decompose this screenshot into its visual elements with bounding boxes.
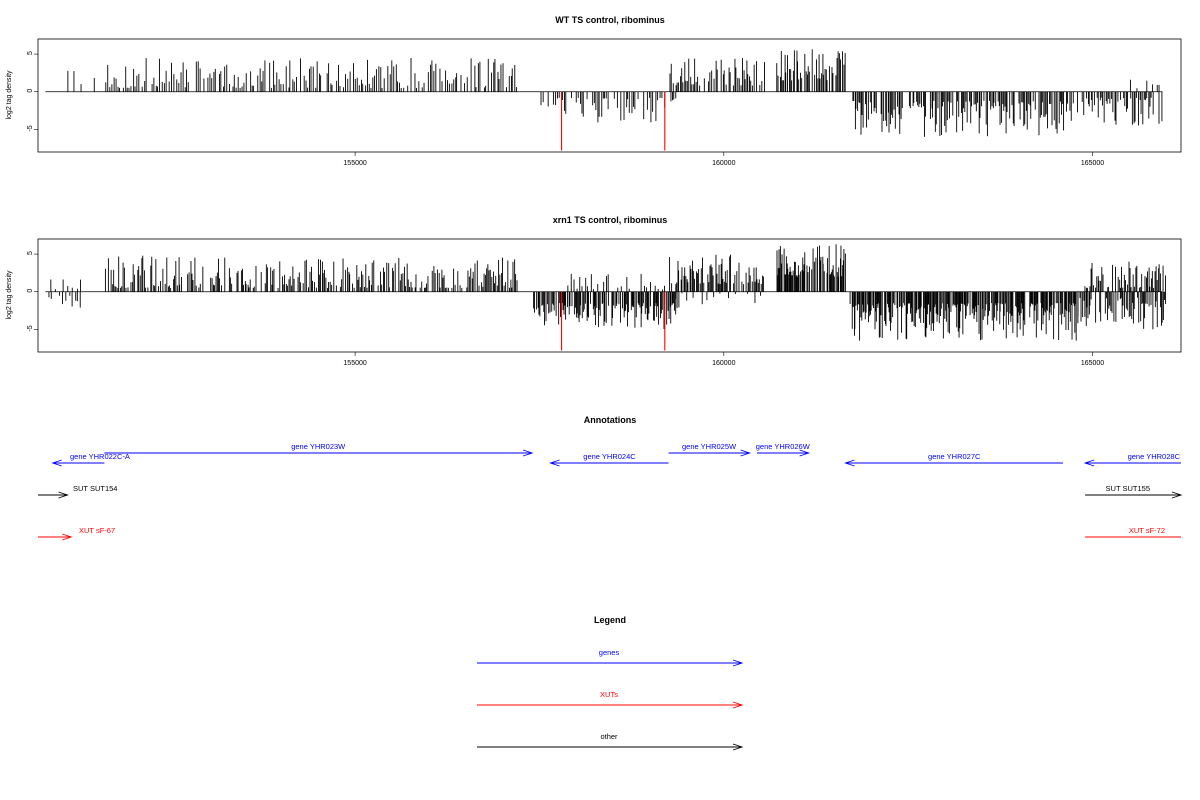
feature-label: SUT SUT154 <box>73 484 117 493</box>
legend-item-xut: XUTs <box>477 690 744 709</box>
x-tick-label: 165000 <box>1081 160 1104 167</box>
y-tick-label: -5 <box>27 325 34 331</box>
arrowhead <box>58 491 69 499</box>
arrowhead <box>51 459 62 467</box>
legend-item-other: other <box>477 732 744 751</box>
x-axis: 155000 160000 165000 <box>343 152 1104 167</box>
legend-items: genes XUTs other <box>477 648 744 751</box>
arrowhead <box>549 459 560 467</box>
feature-gene-yhr022c-a: gene YHR022C-A <box>51 452 130 467</box>
legend-title: Legend <box>594 615 626 625</box>
arrowhead <box>740 449 752 457</box>
feature-label: XUT sF-72 <box>1129 526 1165 535</box>
legend-item-gene: genes <box>477 648 744 667</box>
x-tick-label: 160000 <box>712 160 735 167</box>
legend-panel: Legend genes XUTs other <box>477 615 744 751</box>
feature-label: SUT SUT155 <box>1106 484 1150 493</box>
feature-label: gene YHR027C <box>928 452 981 461</box>
arrowhead <box>844 459 855 467</box>
annotations-title: Annotations <box>584 415 637 425</box>
feature-gene-yhr028c: gene YHR028C <box>1083 452 1181 467</box>
y-axis: -5 0 5 <box>27 51 38 132</box>
legend-label: genes <box>599 648 620 657</box>
y-tick-label: 5 <box>27 251 34 255</box>
x-tick-label: 160000 <box>712 360 735 367</box>
plot-frame <box>37 238 1182 353</box>
y-axis: -5 0 5 <box>27 251 38 332</box>
y-axis-label: log2 tag density <box>6 270 13 320</box>
x-tick-label: 155000 <box>343 360 366 367</box>
feature-xut-sf-72: XUT sF-72 <box>1085 526 1181 538</box>
panel-title: WT TS control, ribominus <box>555 15 665 25</box>
x-axis: 155000 160000 165000 <box>343 352 1104 367</box>
y-tick-label: 5 <box>27 51 34 55</box>
panel-title: xrn1 TS control, ribominus <box>553 215 668 225</box>
xrn1-coverage-panel: xrn1 TS control, ribominus log2 tag dens… <box>6 215 1182 367</box>
arrowhead <box>1083 459 1095 467</box>
feature-tracks: gene YHR022C-A gene YHR023W gene YHR024C ge… <box>38 442 1183 541</box>
feature-gene-yhr026w: gene YHR026W <box>756 442 811 457</box>
arrowhead <box>522 449 534 457</box>
arrowhead <box>732 659 744 667</box>
feature-gene-yhr025w: gene YHR025W <box>668 442 752 457</box>
arrowhead <box>732 743 744 751</box>
feature-sut-sut155: SUT SUT155 <box>1085 484 1183 499</box>
feature-gene-yhr027c: gene YHR027C <box>844 452 1064 467</box>
x-tick-label: 165000 <box>1081 360 1104 367</box>
coverage-bars <box>45 244 1167 351</box>
legend-label: XUTs <box>600 690 618 699</box>
y-tick-label: 0 <box>27 289 34 293</box>
legend-label: other <box>600 732 618 741</box>
feature-label: gene YHR026W <box>756 442 811 451</box>
feature-label: gene YHR022C-A <box>70 452 130 461</box>
arrowhead <box>799 449 811 457</box>
feature-label: gene YHR023W <box>291 442 346 451</box>
y-tick-label: -5 <box>27 125 34 131</box>
feature-xut-sf-67: XUT sF-67 <box>38 526 115 541</box>
feature-label: gene YHR024C <box>583 452 636 461</box>
arrowhead <box>1171 491 1183 499</box>
feature-gene-yhr023w: gene YHR023W <box>104 442 534 457</box>
arrowhead <box>62 533 73 541</box>
plot-frame <box>37 38 1182 153</box>
x-tick-label: 155000 <box>343 160 366 167</box>
y-axis-label: log2 tag density <box>6 70 13 120</box>
coverage-bars <box>45 49 1163 151</box>
wt-coverage-panel: WT TS control, ribominus log2 tag densit… <box>6 15 1182 167</box>
feature-label: gene YHR028C <box>1128 452 1181 461</box>
feature-label: XUT sF-67 <box>79 526 115 535</box>
feature-gene-yhr024c: gene YHR024C <box>549 452 669 467</box>
feature-label: gene YHR025W <box>682 442 737 451</box>
feature-sut-sut154: SUT SUT154 <box>38 484 117 499</box>
arrowhead <box>732 701 744 709</box>
y-tick-label: 0 <box>27 89 34 93</box>
